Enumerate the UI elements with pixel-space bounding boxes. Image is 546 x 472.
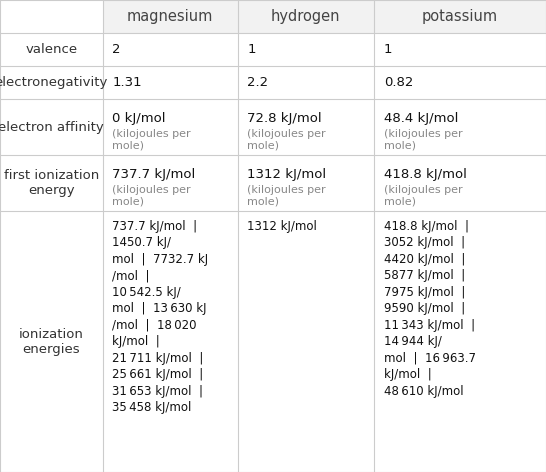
Text: 1: 1 bbox=[247, 43, 256, 56]
Bar bbox=[103, 0, 238, 33]
Text: 0.82: 0.82 bbox=[384, 76, 413, 89]
Text: first ionization
energy: first ionization energy bbox=[4, 169, 99, 197]
Text: 48.4 kJ/mol: 48.4 kJ/mol bbox=[384, 112, 458, 125]
Bar bbox=[238, 155, 374, 211]
Text: 737.7 kJ/mol  |
1450.7 kJ/
mol  |  7732.7 kJ
/mol  |
10 542.5 kJ/
mol  |  13 630: 737.7 kJ/mol | 1450.7 kJ/ mol | 7732.7 k… bbox=[112, 220, 209, 414]
Bar bbox=[0, 33, 103, 66]
Bar bbox=[374, 33, 546, 66]
Text: 2.2: 2.2 bbox=[247, 76, 269, 89]
Text: 1.31: 1.31 bbox=[112, 76, 142, 89]
Text: (kilojoules per
mole): (kilojoules per mole) bbox=[247, 128, 326, 151]
Text: (kilojoules per
mole): (kilojoules per mole) bbox=[112, 185, 191, 207]
Bar bbox=[374, 66, 546, 100]
Text: potassium: potassium bbox=[422, 9, 498, 24]
Text: 737.7 kJ/mol: 737.7 kJ/mol bbox=[112, 168, 195, 181]
Bar bbox=[0, 100, 103, 155]
Bar bbox=[238, 100, 374, 155]
Text: 1312 kJ/mol: 1312 kJ/mol bbox=[247, 168, 327, 181]
Bar bbox=[103, 155, 238, 211]
Bar bbox=[374, 155, 546, 211]
Bar bbox=[0, 66, 103, 100]
Bar bbox=[374, 211, 546, 472]
Text: hydrogen: hydrogen bbox=[271, 9, 341, 24]
Text: 1312 kJ/mol: 1312 kJ/mol bbox=[247, 220, 317, 233]
Bar bbox=[0, 0, 103, 33]
Bar bbox=[103, 66, 238, 100]
Text: (kilojoules per
mole): (kilojoules per mole) bbox=[384, 128, 462, 151]
Text: (kilojoules per
mole): (kilojoules per mole) bbox=[112, 128, 191, 151]
Text: (kilojoules per
mole): (kilojoules per mole) bbox=[384, 185, 462, 207]
Bar bbox=[238, 33, 374, 66]
Bar bbox=[103, 100, 238, 155]
Text: 1: 1 bbox=[384, 43, 393, 56]
Bar bbox=[0, 211, 103, 472]
Text: electron affinity: electron affinity bbox=[0, 121, 104, 134]
Text: 418.8 kJ/mol  |
3052 kJ/mol  |
4420 kJ/mol  |
5877 kJ/mol  |
7975 kJ/mol  |
9590: 418.8 kJ/mol | 3052 kJ/mol | 4420 kJ/mol… bbox=[384, 220, 476, 398]
Text: (kilojoules per
mole): (kilojoules per mole) bbox=[247, 185, 326, 207]
Bar bbox=[103, 33, 238, 66]
Bar bbox=[238, 66, 374, 100]
Text: 2: 2 bbox=[112, 43, 121, 56]
Text: magnesium: magnesium bbox=[127, 9, 213, 24]
Text: 418.8 kJ/mol: 418.8 kJ/mol bbox=[384, 168, 467, 181]
Bar bbox=[374, 100, 546, 155]
Text: 0 kJ/mol: 0 kJ/mol bbox=[112, 112, 166, 125]
Text: ionization
energies: ionization energies bbox=[19, 328, 84, 356]
Bar bbox=[0, 155, 103, 211]
Bar bbox=[374, 0, 546, 33]
Bar bbox=[238, 211, 374, 472]
Text: 72.8 kJ/mol: 72.8 kJ/mol bbox=[247, 112, 322, 125]
Bar bbox=[103, 211, 238, 472]
Bar bbox=[238, 0, 374, 33]
Text: electronegativity: electronegativity bbox=[0, 76, 108, 89]
Text: valence: valence bbox=[25, 43, 78, 56]
